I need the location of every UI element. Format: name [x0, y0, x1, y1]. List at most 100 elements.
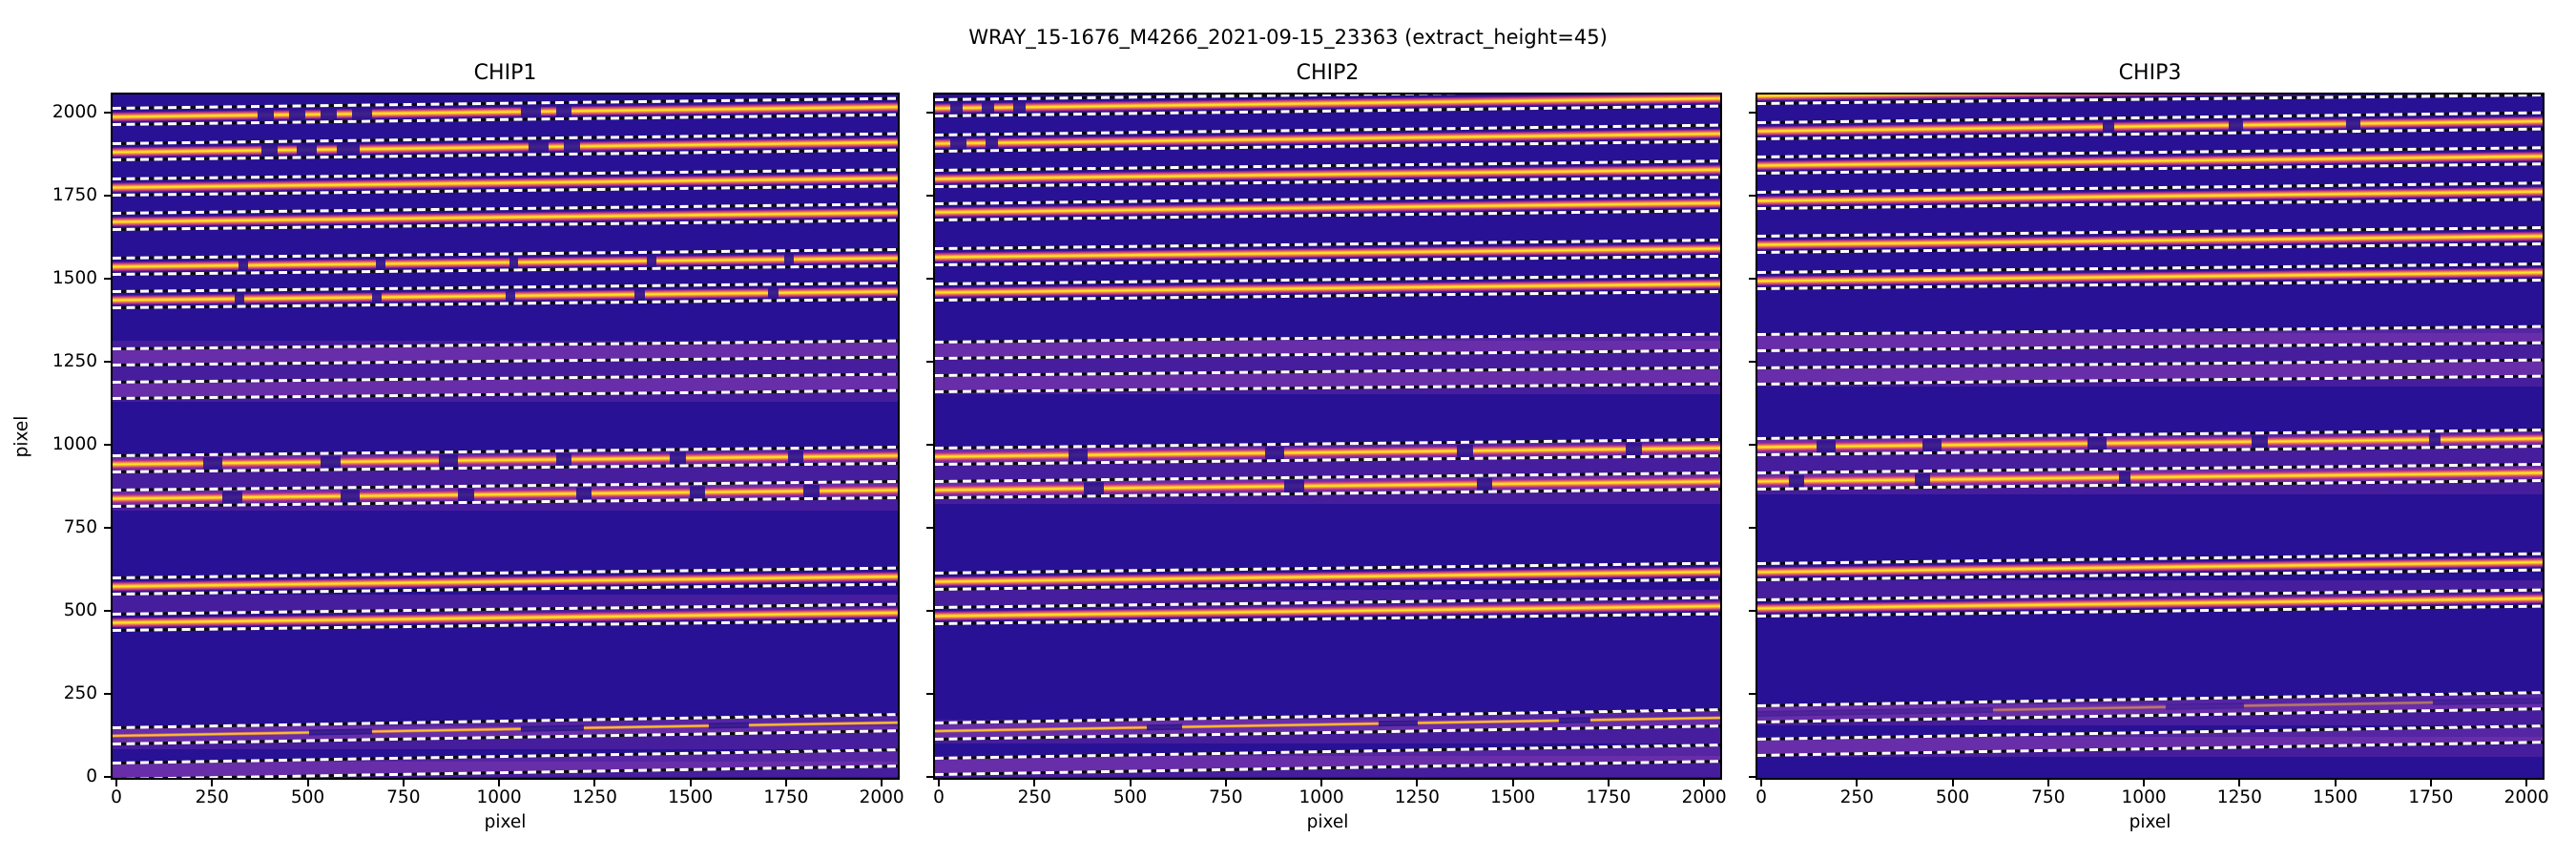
trace-absorption-gap	[438, 453, 459, 468]
x-tick	[2525, 780, 2528, 786]
x-tick-label: 1750	[1586, 787, 1631, 807]
y-tick	[926, 195, 933, 198]
trace-absorption-gap	[1816, 439, 1837, 452]
chip3-image	[1755, 93, 2545, 780]
chip2-image	[933, 93, 1722, 780]
x-tick-label: 500	[290, 787, 325, 807]
trace-absorption-gap	[2252, 434, 2268, 448]
x-tick-label: 1500	[2313, 787, 2358, 807]
spectral-order-group	[935, 123, 1720, 154]
y-tick	[926, 277, 933, 280]
trace-absorption-gap	[564, 139, 580, 153]
y-tick	[1749, 692, 1755, 695]
x-tick-label: 1000	[2121, 787, 2167, 807]
x-tick-label: 750	[1209, 787, 1243, 807]
trace-absorption-gap	[646, 254, 656, 267]
x-tick	[1856, 780, 1859, 786]
y-tick	[1749, 195, 1755, 198]
trace-absorption-gap	[520, 104, 541, 117]
spectral-order-group	[1757, 111, 2543, 140]
chip3-panel: CHIP3 pixel 0 250 500 750 1000 1250 1500 1750 20…	[1749, 61, 2549, 832]
trace-absorption-gap	[505, 288, 516, 302]
y-tick-label: 500	[63, 599, 97, 620]
x-tick	[1607, 780, 1610, 786]
trace-absorption-gap	[986, 136, 998, 149]
spectral-order-group	[935, 94, 1720, 117]
trace-absorption-gap	[2087, 436, 2108, 450]
trace-absorption-gap	[520, 724, 584, 732]
trace-absorption-gap	[982, 100, 994, 114]
trace-absorption-gap	[1626, 442, 1642, 455]
trace-absorption-gap	[1476, 476, 1493, 491]
trace-absorption-gap	[1457, 444, 1473, 457]
y-tick	[104, 609, 111, 612]
trace-absorption-gap	[1013, 100, 1026, 114]
chip2-x-axis-label: pixel	[1306, 812, 1349, 832]
x-tick-label: 0	[933, 787, 945, 807]
y-tick	[1749, 609, 1755, 612]
y-tick	[926, 360, 933, 363]
x-tick-label: 1000	[476, 787, 522, 807]
spectral-order-group	[1757, 181, 2543, 210]
y-tick	[926, 775, 933, 778]
x-tick-label: 1750	[2408, 787, 2454, 807]
x-tick-label: 2000	[1681, 787, 1727, 807]
y-tick-label: 750	[63, 516, 97, 537]
trace-absorption-gap	[2428, 432, 2441, 446]
trace-absorption-gap	[1922, 438, 1942, 451]
spectral-order-group	[1757, 552, 2543, 582]
chip1-image	[111, 93, 900, 780]
x-tick	[306, 780, 309, 786]
trace-absorption-gap	[320, 107, 337, 120]
x-tick	[938, 780, 940, 786]
trace-absorption-gap	[2102, 119, 2115, 133]
y-tick-label: 250	[63, 682, 97, 703]
x-tick	[2238, 780, 2241, 786]
y-tick	[104, 443, 111, 446]
x-tick-label: 1500	[668, 787, 714, 807]
trace-absorption-gap	[238, 259, 248, 272]
x-tick	[689, 780, 692, 786]
spectral-order-group	[113, 202, 898, 232]
x-tick-label: 0	[111, 787, 122, 807]
trace-absorption-gap	[375, 257, 385, 270]
x-tick-label: 1500	[1490, 787, 1536, 807]
trace-absorption-gap	[709, 722, 749, 729]
spectral-order-group	[113, 96, 898, 126]
trace-absorption-gap	[371, 289, 383, 304]
trace-absorption-gap	[575, 486, 592, 500]
x-tick-label: 1250	[571, 787, 617, 807]
y-tick	[1749, 775, 1755, 778]
trace-absorption-gap	[1914, 472, 1931, 487]
x-tick-label: 1000	[1298, 787, 1344, 807]
x-tick	[784, 780, 787, 786]
y-tick-label: 1000	[52, 433, 97, 454]
x-tick	[2429, 780, 2432, 786]
y-tick	[104, 360, 111, 363]
chip3-title: CHIP3	[2118, 61, 2182, 85]
trace-absorption-gap	[202, 456, 223, 470]
x-tick-label: 750	[386, 787, 421, 807]
x-tick	[1511, 780, 1514, 786]
spectral-order-group	[113, 281, 898, 309]
spectral-order-group	[113, 566, 898, 597]
spectral-order-group	[935, 561, 1720, 592]
y-tick-label: 1500	[52, 267, 97, 288]
y-tick	[926, 526, 933, 529]
y-tick	[104, 195, 111, 198]
chip1-panel: CHIP1 pixel pixel 0 250 500 750 1000 1250 1500…	[12, 61, 904, 832]
trace-absorption-gap	[783, 252, 794, 265]
x-tick	[1320, 780, 1323, 786]
y-tick-label: 0	[86, 765, 97, 786]
spectral-order-group	[113, 132, 898, 162]
trace-absorption-gap	[689, 485, 706, 498]
trace-absorption-gap	[297, 142, 318, 157]
y-tick	[1749, 360, 1755, 363]
x-tick	[1760, 780, 1762, 786]
x-tick-label: 2000	[859, 787, 904, 807]
trace-absorption-gap	[950, 136, 966, 150]
trace-absorption-gap	[1559, 717, 1591, 723]
y-tick	[104, 112, 111, 115]
chip3-x-axis-label: pixel	[2129, 812, 2171, 832]
trace-absorption-gap	[555, 103, 572, 117]
